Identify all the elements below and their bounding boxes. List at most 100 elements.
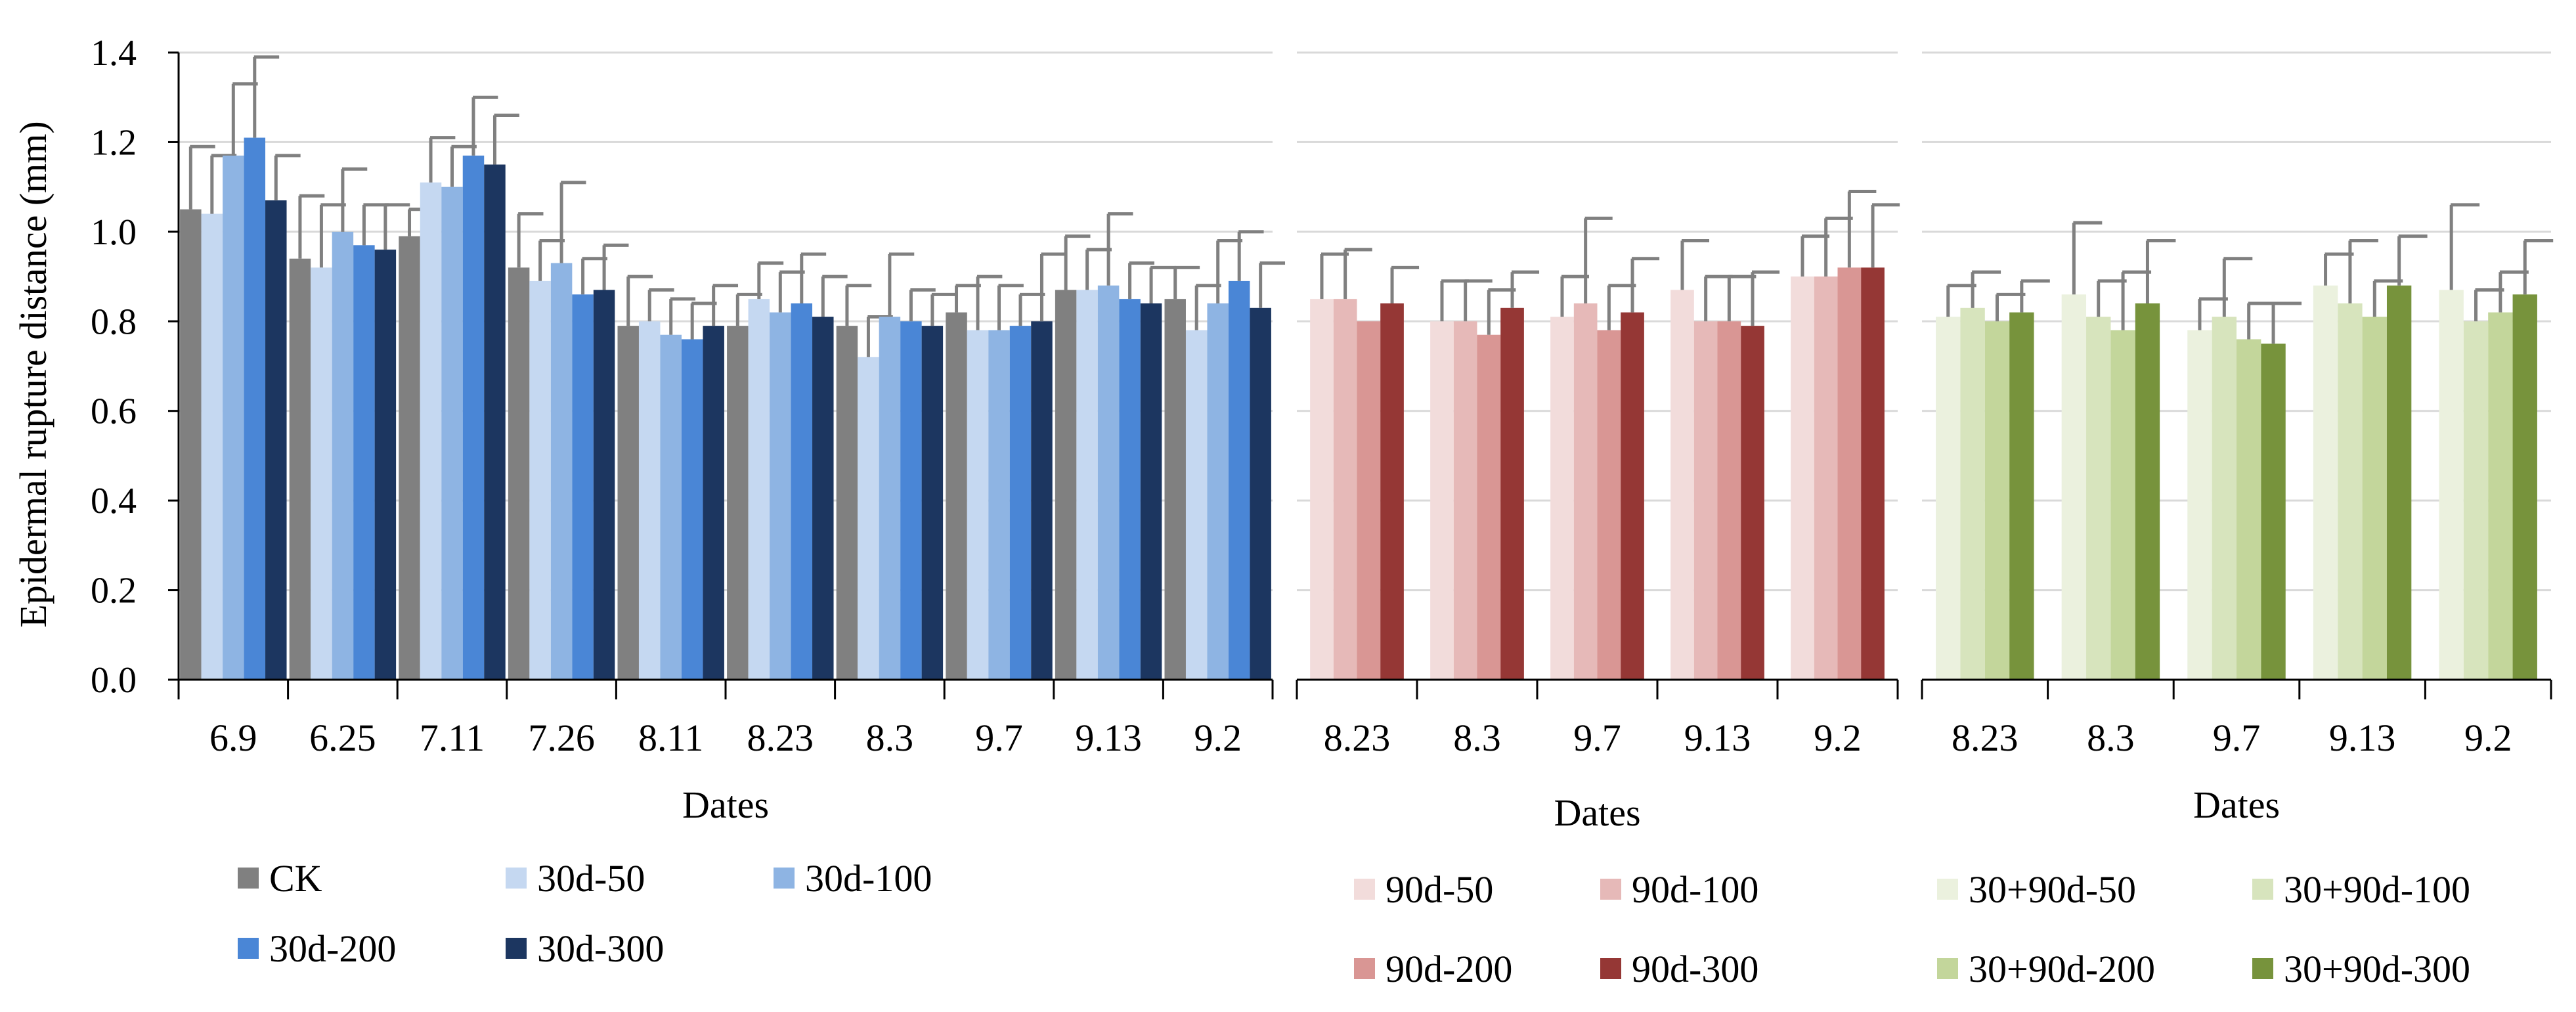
- bar-90d-200: [1477, 334, 1501, 680]
- legend-middle: 90d-50 90d-100 90d-200 90d-300: [1354, 868, 1758, 990]
- x-tick-label: 9.2: [1814, 716, 1862, 759]
- y-tick-label: 0.4: [91, 481, 137, 521]
- bar-CK: [180, 209, 202, 680]
- legend-label: 30d-50: [537, 857, 645, 900]
- bar-30d-300: [921, 326, 944, 680]
- bar-30+90d-300: [2009, 312, 2034, 680]
- bar-30d-200: [244, 137, 266, 680]
- x-tick-label: 8.3: [2087, 716, 2135, 759]
- legend-item: 30d-300: [506, 927, 664, 970]
- x-tick-label: 9.13: [1684, 716, 1751, 759]
- bar-30d-100: [223, 155, 244, 680]
- legend-item: 30d-50: [506, 857, 645, 900]
- legend: CK 30d-50 30d-100 30d-200 30d-300 90d-50 90d-1…: [238, 857, 2470, 990]
- panel-right: 8.23 8.3 9.7 9.13 9.2 Dates: [1921, 51, 2554, 826]
- legend-swatch: [774, 868, 795, 889]
- legend-label: 30+90d-100: [2284, 868, 2470, 911]
- bar-90d-200: [1597, 330, 1621, 680]
- legend-item: 30+90d-300: [2252, 948, 2470, 990]
- bar-30+90d-300: [2512, 294, 2537, 680]
- legend-swatch: [2252, 958, 2273, 979]
- bar-30+90d-200: [2110, 330, 2135, 680]
- legend-swatch: [1937, 879, 1958, 900]
- x-tick-label: 8.23: [1952, 716, 2019, 759]
- legend-label: 90d-300: [1632, 948, 1758, 990]
- bar-30d-200: [462, 155, 485, 680]
- bar-30+90d-50: [1936, 317, 1961, 680]
- bar-CK: [617, 326, 639, 680]
- legend-swatch: [238, 868, 259, 889]
- legend-item: 30d-100: [774, 857, 932, 900]
- x-tick-label: 9.2: [2464, 716, 2512, 759]
- bar-30d-200: [353, 245, 375, 680]
- legend-swatch: [2252, 879, 2273, 900]
- bar-30+90d-50: [2187, 330, 2212, 680]
- legend-swatch: [1937, 958, 1958, 979]
- x-tick-label: 9.2: [1194, 716, 1242, 759]
- bar-30d-200: [681, 339, 703, 680]
- bar-CK: [289, 258, 311, 680]
- bar-90d-50: [1791, 276, 1814, 680]
- bar-30+90d-300: [2135, 303, 2160, 680]
- bar-30d-200: [791, 303, 813, 680]
- x-axis-label: Dates: [2193, 783, 2280, 826]
- legend-right: 30+90d-50 30+90d-100 30+90d-200 30+90d-300: [1937, 868, 2470, 990]
- bar-30d-100: [441, 187, 463, 680]
- x-tick-label: 8.3: [1453, 716, 1501, 759]
- legend-swatch: [238, 938, 259, 959]
- legend-item: 90d-300: [1600, 948, 1758, 990]
- bar-90d-300: [1621, 312, 1644, 680]
- legend-item: CK: [238, 857, 322, 900]
- legend-label: 90d-200: [1386, 948, 1512, 990]
- y-tick-label: 1.0: [91, 212, 137, 253]
- legend-label: CK: [269, 857, 322, 900]
- bar-90d-50: [1430, 321, 1454, 680]
- legend-item: 30+90d-100: [2252, 868, 2470, 911]
- bar-CK: [727, 326, 749, 680]
- bar-CK: [399, 236, 420, 680]
- x-axis-label: Dates: [682, 783, 769, 826]
- bar-30d-100: [1207, 303, 1229, 680]
- bar-30d-300: [703, 326, 724, 680]
- bar-30d-100: [660, 334, 682, 680]
- bar-90d-100: [1573, 303, 1598, 680]
- x-tick-label: 8.23: [1324, 716, 1391, 759]
- bar-30+90d-300: [2261, 343, 2286, 680]
- bar-30d-300: [1031, 321, 1053, 680]
- y-axis-label: Epidermal rupture distance (mm): [12, 121, 55, 627]
- legend-swatch: [1354, 958, 1375, 979]
- y-tick-label: 0.8: [91, 301, 137, 342]
- bar-30d-50: [311, 267, 332, 680]
- bar-30d-300: [593, 290, 615, 680]
- bar-30d-100: [332, 231, 354, 680]
- bar-90d-100: [1333, 299, 1357, 680]
- bar-30d-50: [420, 182, 442, 680]
- y-tick-label: 0.0: [91, 660, 137, 701]
- bar-30d-100: [879, 317, 901, 680]
- bar-30d-50: [858, 357, 879, 680]
- bar-30+90d-50: [2061, 294, 2087, 680]
- bar-90d-50: [1670, 290, 1694, 680]
- legend-item: 90d-100: [1600, 868, 1758, 911]
- bar-30d-50: [638, 321, 661, 680]
- bar-30d-300: [812, 317, 834, 680]
- bar-30d-300: [484, 164, 506, 680]
- y-tick-label: 1.4: [91, 33, 137, 74]
- legend-item: 30+90d-200: [1937, 948, 2155, 990]
- bar-30d-300: [265, 200, 287, 680]
- bar-30+90d-50: [2313, 285, 2338, 680]
- x-tick-label: 9.7: [975, 716, 1023, 759]
- x-axis-label: Dates: [1554, 791, 1640, 834]
- bar-30d-300: [374, 250, 397, 680]
- bar-90d-50: [1310, 299, 1334, 680]
- bar-CK: [836, 326, 858, 680]
- panel-middle: 8.23 8.3 9.7 9.13 9.2 Dates: [1296, 51, 1900, 834]
- bar-30d-100: [770, 312, 791, 680]
- bar-90d-300: [1380, 303, 1404, 680]
- bar-30d-200: [1228, 280, 1250, 680]
- bar-30d-200: [572, 294, 594, 680]
- x-tick-label: 9.7: [1573, 716, 1621, 759]
- bar-CK: [508, 267, 530, 680]
- bar-30+90d-200: [2237, 339, 2261, 680]
